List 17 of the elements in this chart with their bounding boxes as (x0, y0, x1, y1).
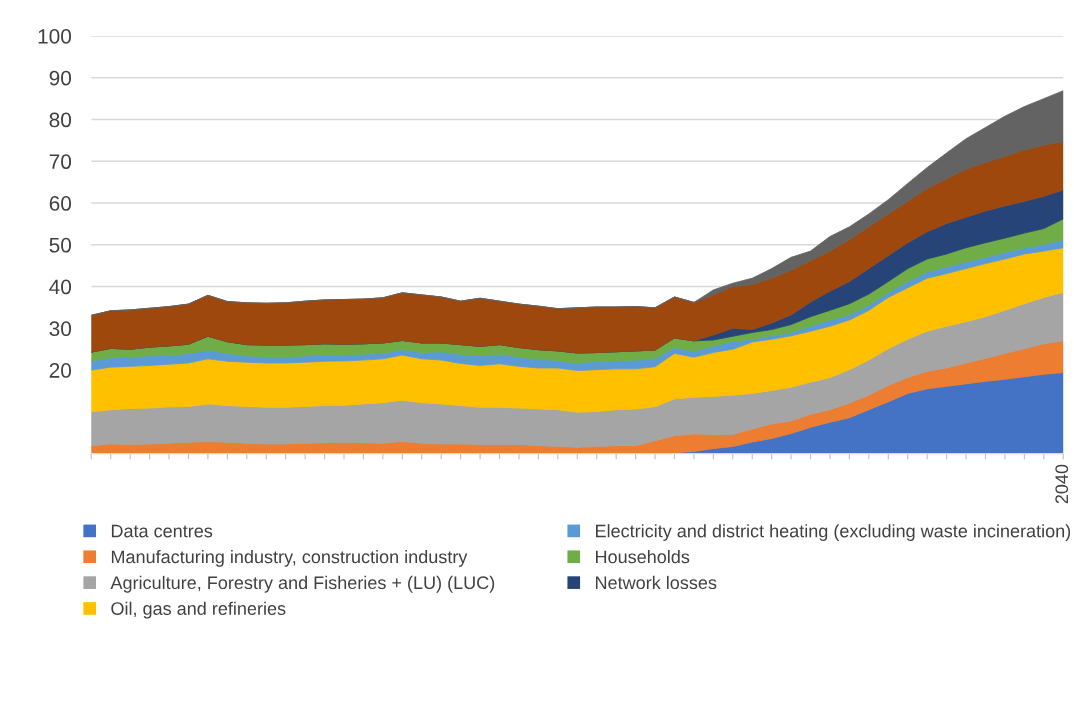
legend-label: Agriculture, Forestry and Fisheries + (LU) (LUC) (110, 575, 495, 593)
x-tick-label: 2040 (1055, 464, 1069, 504)
legend-label: Network losses (596, 575, 717, 590)
y-tick-label: 90 (49, 70, 72, 86)
y-tick-label: 40 (49, 279, 72, 295)
legend-label: Manufacturing industry, construction industry (111, 550, 468, 567)
legend-label: Electricity and district heating (excluding waste incineration) (596, 524, 1071, 541)
y-tick-label: 30 (49, 321, 72, 337)
y-tick-label: 20 (49, 363, 72, 378)
legend-label: Oil, gas and refineries (111, 601, 286, 619)
legend-label: Data centres (111, 524, 213, 538)
y-tick-label: 80 (49, 112, 72, 128)
y-tick-label: 50 (49, 237, 72, 253)
y-tick-label: 60 (49, 196, 72, 211)
y-tick-label: 70 (49, 154, 72, 170)
legend-label: Households (596, 550, 690, 564)
y-tick-label: 100 (38, 29, 72, 44)
